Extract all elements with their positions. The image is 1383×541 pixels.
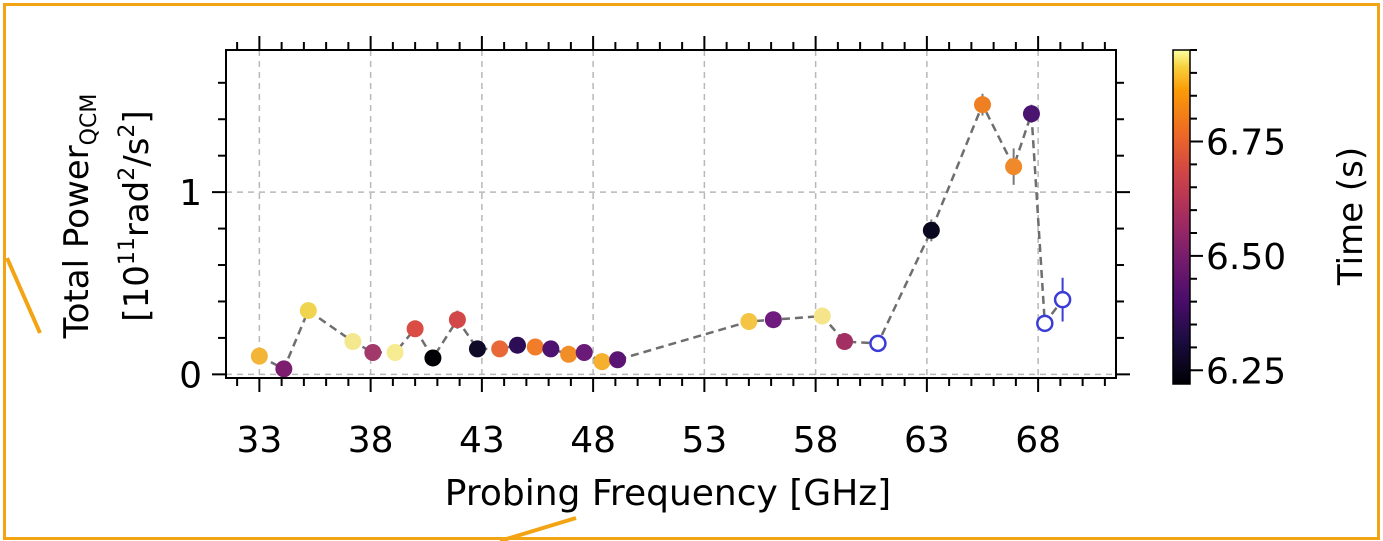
y-units-rad: rad — [117, 181, 157, 237]
y-label-main: Total Power — [57, 145, 97, 339]
data-point — [468, 340, 486, 358]
data-point — [406, 320, 424, 338]
y-units-suffix: ] — [117, 110, 157, 123]
connector-line — [258, 101, 1064, 371]
x-axis-label: Probing Frequency [GHz] — [445, 473, 891, 514]
data-point — [491, 340, 509, 358]
y-label-sub: QCM — [77, 94, 102, 146]
data-point — [299, 302, 317, 320]
colorbar-ticks: 6.25 6.50 6.75 — [1190, 49, 1286, 392]
orange-annotation-stroke — [499, 516, 577, 541]
data-point-open — [869, 334, 887, 353]
data-point — [364, 343, 382, 361]
data-point — [593, 353, 611, 371]
y-axis-label: Total PowerQCM — [57, 94, 102, 340]
data-point — [560, 345, 578, 363]
y-units-sup3: 2 — [115, 124, 140, 138]
colorbar-label-text: Time (s) — [1331, 147, 1371, 286]
x-tick-label: 48 — [570, 420, 616, 461]
y-units-sup2: 2 — [115, 167, 140, 181]
colorbar — [1172, 49, 1191, 385]
data-points — [250, 96, 1072, 378]
colorbar-tick-label: 6.50 — [1206, 237, 1286, 278]
data-point — [448, 311, 466, 329]
y-units-exp: 11 — [115, 237, 140, 265]
colorbar-tick-label: 6.75 — [1206, 123, 1286, 164]
y-tick-label: 1 — [179, 173, 202, 214]
x-tick-label: 38 — [348, 420, 394, 461]
x-tick-label: 33 — [236, 420, 282, 461]
x-tick-label: 63 — [904, 420, 950, 461]
data-point — [424, 349, 442, 367]
data-point — [526, 338, 544, 356]
svg-text:[1011rad2/s2]: [1011rad2/s2] — [115, 110, 157, 321]
x-tick-label: 68 — [1015, 420, 1061, 461]
x-tick-label: 58 — [793, 420, 839, 461]
data-point — [1005, 158, 1023, 176]
data-point — [386, 343, 404, 361]
data-point — [508, 336, 526, 354]
data-point — [344, 333, 362, 351]
data-point — [1022, 105, 1040, 123]
data-point — [740, 313, 758, 331]
y-tick-label: 0 — [179, 355, 202, 396]
data-point — [764, 311, 782, 329]
y-axis-units: [1011rad2/s2] — [115, 110, 157, 321]
data-point — [813, 307, 831, 325]
data-point — [575, 343, 593, 361]
data-point-open — [1053, 290, 1072, 309]
plot-area — [225, 49, 1117, 379]
data-point — [542, 340, 560, 358]
orange-annotation-stroke — [5, 257, 42, 334]
connector-polyline — [258, 101, 1064, 371]
data-point — [836, 333, 854, 351]
error-bars — [258, 93, 1064, 373]
y-tick-labels: 01 — [179, 173, 202, 396]
colorbar-label: Time (s) — [1331, 147, 1371, 286]
x-tick-label: 53 — [681, 420, 727, 461]
data-point — [250, 347, 268, 365]
data-point — [609, 351, 627, 369]
data-point — [974, 96, 991, 114]
svg-text:Total PowerQCM: Total PowerQCM — [57, 94, 102, 340]
y-units-prefix: [10 — [117, 265, 157, 322]
data-point-open — [1036, 314, 1054, 333]
axis-ticks — [212, 36, 1130, 392]
x-tick-labels: 33 38 43 48 53 58 63 68 — [236, 420, 1061, 461]
data-point — [275, 360, 293, 378]
data-point — [922, 221, 940, 239]
x-tick-label: 43 — [459, 420, 505, 461]
grid-lines — [226, 50, 1116, 378]
y-units-per-s: /s — [117, 138, 157, 167]
colorbar-tick-label: 6.25 — [1206, 351, 1286, 392]
figure-frame — [3, 3, 1380, 540]
